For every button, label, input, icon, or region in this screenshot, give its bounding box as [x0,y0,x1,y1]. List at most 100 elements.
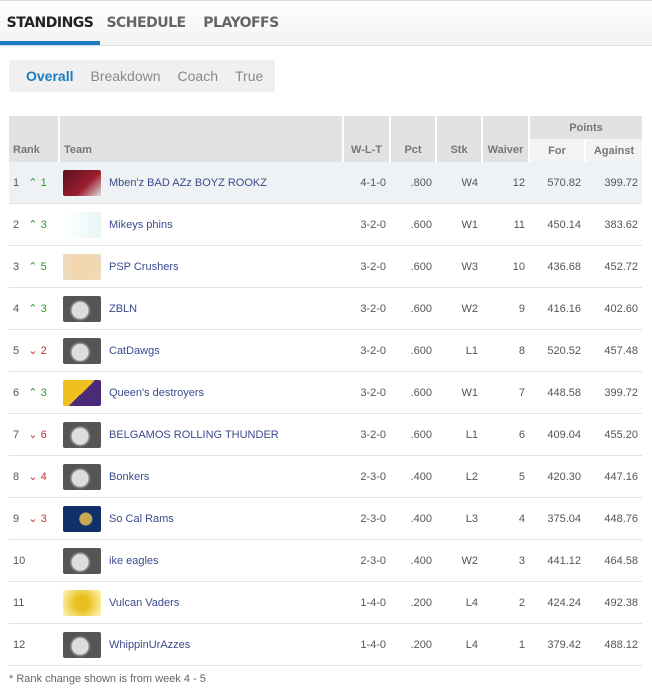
arrow-down-icon: ⌄ [28,471,38,483]
arrow-down-icon: ⌄ [28,345,38,357]
streak: L1 [436,329,482,372]
team-name-link[interactable]: WhippinUrAzzes [109,638,191,651]
streak: L3 [436,497,482,540]
tab-schedule[interactable]: SCHEDULE [106,15,186,31]
rank: 7 [13,429,20,441]
subnav-true[interactable]: True [235,68,264,84]
points-against: 383.62 [585,203,642,246]
header-pct[interactable]: Pct [390,116,437,162]
points-against: 402.60 [585,287,642,330]
team-name-link[interactable]: CatDawgs [109,344,160,357]
points-for: 520.52 [529,329,585,372]
streak: W2 [436,539,482,582]
arrow-up-icon: ⌃ [28,261,38,273]
rank-change: 3 [40,387,47,399]
team-name-link[interactable]: Mben'z BAD AZz BOYZ ROOKZ [109,176,267,189]
pct: .600 [390,203,436,246]
subnav-coach[interactable]: Coach [177,68,218,84]
team-name-link[interactable]: BELGAMOS ROLLING THUNDER [109,428,279,441]
rank-cell: 11 [9,581,59,624]
points-for: 436.68 [529,245,585,288]
team-name-link[interactable]: Mikeys phins [109,218,173,231]
team-name-link[interactable]: Vulcan Vaders [109,596,180,609]
waiver: 12 [482,162,529,204]
team-name-link[interactable]: ZBLN [109,302,138,315]
table-row: 2 ⌃ 3 Mikeys phins 3-2-0 .600 W1 11 450.… [9,203,642,246]
waiver: 6 [482,413,529,456]
header-stk[interactable]: Stk [436,116,483,162]
waiver: 7 [482,371,529,414]
header-waiver[interactable]: Waiver [482,116,530,162]
team-cell: WhippinUrAzzes [59,623,343,666]
team-logo [63,505,101,532]
table-row: 9 ⌄ 3 So Cal Rams 2-3-0 .400 L3 4 375.04… [9,497,642,540]
streak: W2 [436,287,482,330]
waiver: 5 [482,455,529,498]
arrow-down-icon: ⌄ [28,513,38,525]
pct: .600 [390,371,436,414]
subnav-overall[interactable]: Overall [26,68,74,84]
tab-playoffs[interactable]: PLAYOFFS [203,15,279,31]
team-cell: PSP Crushers [59,245,343,288]
pct: .600 [390,287,436,330]
team-cell: BELGAMOS ROLLING THUNDER [59,413,343,456]
points-against: 452.72 [585,245,642,288]
team-name-link[interactable]: PSP Crushers [109,260,179,273]
subnav-breakdown[interactable]: Breakdown [90,68,161,84]
points-against: 448.76 [585,497,642,540]
table-row: 4 ⌃ 3 ZBLN 3-2-0 .600 W2 9 416.16 402.60 [9,287,642,330]
rank-cell: 8 ⌄ 4 [9,455,59,498]
header-rank[interactable]: Rank [9,116,60,162]
helmet-icon [63,631,101,658]
waiver: 10 [482,245,529,288]
team-cell: ZBLN [59,287,343,330]
rank-change: 5 [40,261,47,273]
header-for[interactable]: For [529,139,586,162]
streak: W4 [436,162,482,204]
rank-change: 3 [40,303,47,315]
header-wlt[interactable]: W-L-T [343,116,391,162]
header-against[interactable]: Against [585,139,642,162]
streak: W1 [436,203,482,246]
points-for: 379.42 [529,623,585,666]
wlt: 4-1-0 [343,162,390,204]
team-name-link[interactable]: Queen's destroyers [109,386,205,399]
rank-cell: 9 ⌄ 3 [9,497,59,540]
rank-cell: 3 ⌃ 5 [9,245,59,288]
rank-change: 2 [40,345,47,357]
streak: L1 [436,413,482,456]
streak: W3 [436,245,482,288]
rank: 2 [13,219,20,231]
wlt: 3-2-0 [343,203,390,246]
wlt: 3-2-0 [343,371,390,414]
streak: W1 [436,371,482,414]
rank-cell: 5 ⌄ 2 [9,329,59,372]
team-name-link[interactable]: So Cal Rams [109,512,174,525]
wlt: 3-2-0 [343,245,390,288]
tab-bar: STANDINGS SCHEDULE PLAYOFFS [0,0,652,46]
points-for: 570.82 [529,162,585,204]
rank-cell: 6 ⌃ 3 [9,371,59,414]
team-name-link[interactable]: Bonkers [109,470,150,483]
table-row: 5 ⌄ 2 CatDawgs 3-2-0 .600 L1 8 520.52 45… [9,329,642,372]
points-for: 450.14 [529,203,585,246]
rank: 10 [13,554,26,567]
team-cell: Mben'z BAD AZz BOYZ ROOKZ [59,162,343,204]
points-against: 457.48 [585,329,642,372]
rank: 8 [13,471,20,483]
header-points: Points [529,116,642,139]
pct: .200 [390,623,436,666]
points-for: 420.30 [529,455,585,498]
standings-table: Rank Team W-L-T Pct Stk Waiver Points Fo… [9,116,642,666]
waiver: 4 [482,497,529,540]
pct: .400 [390,455,436,498]
team-name-link[interactable]: ike eagles [109,554,159,567]
arrow-up-icon: ⌃ [28,303,38,315]
team-cell: So Cal Rams [59,497,343,540]
team-logo [63,379,101,406]
wlt: 2-3-0 [343,497,390,540]
team-logo [63,253,101,280]
header-team[interactable]: Team [59,116,344,162]
tab-standings[interactable]: STANDINGS [0,1,100,45]
helmet-icon [63,463,101,490]
